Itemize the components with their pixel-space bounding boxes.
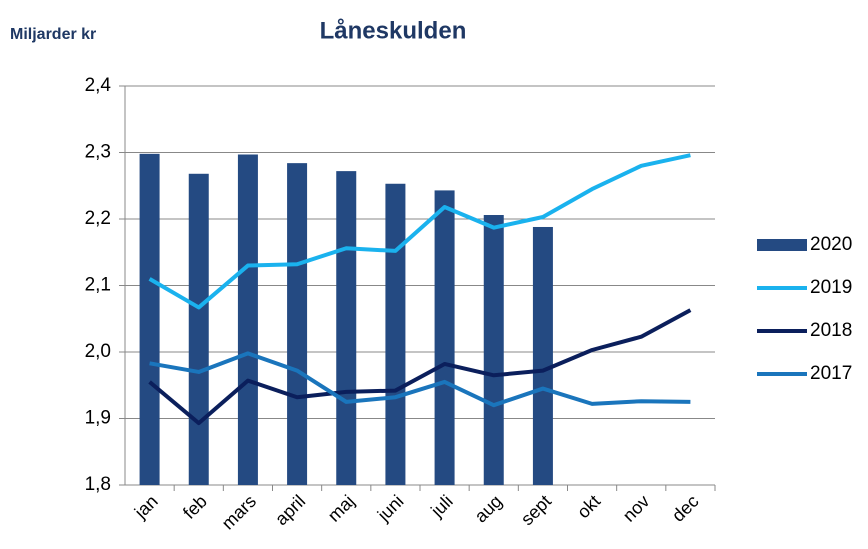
bar (336, 171, 357, 485)
y-tick-label: 1,9 (85, 408, 111, 429)
x-tick-label: jan (130, 491, 162, 523)
legend-swatch (757, 239, 807, 251)
y-tick-label: 2,4 (85, 75, 112, 96)
bar (287, 163, 308, 485)
chart-title: Låneskulden (320, 17, 467, 44)
legend-label: 2019 (810, 277, 852, 298)
line (148, 308, 692, 426)
x-tick-label: aug (471, 491, 506, 526)
x-tick-label: okt (573, 491, 604, 522)
y-tick-label: 1,8 (85, 474, 111, 495)
bar (139, 153, 160, 485)
bar (434, 190, 455, 485)
bar (385, 183, 406, 485)
bar (532, 226, 553, 486)
y-tick-label: 2,3 (85, 142, 111, 163)
x-tick-label: feb (179, 491, 211, 523)
x-tick-label: juli (426, 491, 456, 521)
x-tick-label: juni (373, 491, 408, 526)
bar (237, 154, 258, 485)
x-tick-label: dec (668, 491, 703, 526)
bar (483, 215, 504, 485)
legend-label: 2017 (810, 363, 852, 384)
y-tick-label: 2,0 (85, 341, 111, 362)
x-tick-label: april (271, 491, 309, 529)
y-tick-label: 2,2 (85, 208, 111, 229)
x-tick-label: maj (324, 491, 359, 526)
x-tick-label: sept (517, 491, 555, 529)
legend-label: 2020 (810, 234, 852, 255)
bar (188, 173, 209, 485)
x-tick-label: nov (619, 491, 654, 526)
legend-label: 2018 (810, 320, 852, 341)
y-axis-title: Miljarder kr (10, 26, 96, 43)
line (149, 351, 691, 408)
line (148, 153, 691, 310)
y-tick-label: 2,1 (85, 275, 111, 296)
x-tick-label: mars (218, 491, 260, 533)
